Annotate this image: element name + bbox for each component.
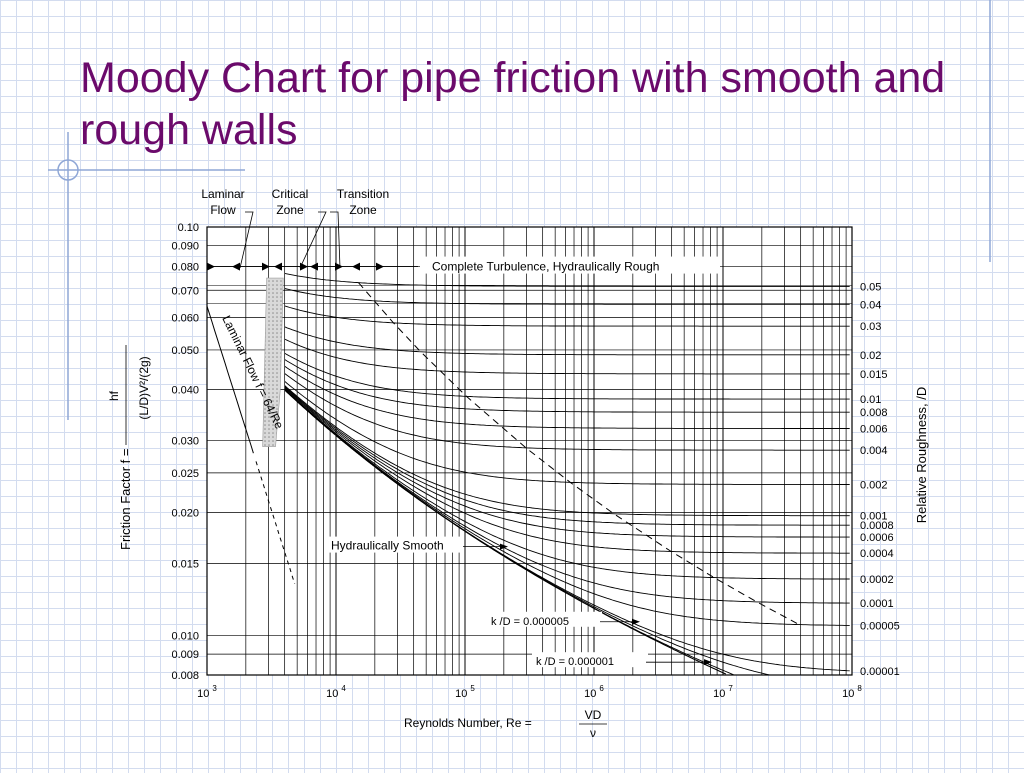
- rough-boundary-line: [358, 282, 800, 626]
- roughness-label: 0.0008: [860, 520, 894, 532]
- y-tick-label: 0.010: [171, 630, 199, 642]
- zone-label-transition: Transition: [337, 187, 389, 201]
- x-axis-title: Reynolds Number, Re =: [404, 716, 532, 730]
- roughness-label: 0.03: [860, 321, 881, 333]
- roughness-curve: [284, 389, 850, 604]
- roughness-label: 0.001: [860, 511, 888, 523]
- y-tick-label: 0.015: [171, 559, 199, 571]
- y-tick-label: 0.050: [171, 345, 199, 357]
- roughness-curve: [284, 388, 850, 580]
- roughness-label: 0.0001: [860, 598, 894, 610]
- y-tick-label: 0.10: [178, 222, 199, 234]
- roughness-label: 0.00005: [860, 620, 900, 632]
- y-axis-title: Friction Factor f =: [118, 449, 133, 551]
- rough-label-bg: [420, 256, 720, 274]
- x-tick-label: 10 3: [197, 684, 217, 700]
- roughness-label: 0.02: [860, 350, 881, 362]
- smooth-arrow-head: [500, 543, 508, 550]
- chart-labels: 0.10 0.090 0.080 0.070 0.060 0.050 0.040 0.030 0…: [107, 187, 929, 740]
- x-tick-label: 10 8: [842, 684, 862, 700]
- roughness-curve: [284, 386, 850, 526]
- roughness-curve: [284, 305, 850, 327]
- zone-bracket: [330, 211, 341, 269]
- y-tick-label: 0.080: [171, 262, 199, 274]
- slide-title: Moody Chart for pipe friction with smoot…: [80, 54, 946, 154]
- x-axis-fraction-num: VD: [585, 708, 602, 722]
- zone-bracket: [299, 211, 327, 269]
- roughness-label: 0.01: [860, 394, 881, 406]
- roughness-curve: [284, 365, 850, 429]
- y-axis-fraction-num: hf: [107, 390, 121, 401]
- y-tick-label: 0.020: [171, 507, 199, 519]
- roughness-curve: [284, 386, 850, 538]
- smooth-label-bg: [326, 536, 462, 553]
- critical-zone-band: [262, 277, 284, 447]
- extra-curve-label: k /D = 0.000005: [491, 616, 569, 628]
- kd1-label-bg: [486, 611, 602, 627]
- kd2-arrow-head: [704, 659, 712, 666]
- roughness-label: 0.008: [860, 407, 888, 419]
- roughness-curve: [284, 352, 850, 400]
- y-axis-fraction-den: (L/D)V²/(2g): [137, 356, 151, 419]
- right-axis-title: Relative Roughness, /D: [914, 387, 929, 524]
- roughness-label: 0.0002: [860, 574, 894, 586]
- zone-label-critical: Zone: [276, 203, 304, 217]
- roughness-label: 0.002: [860, 479, 888, 491]
- roughness-curve: [284, 387, 850, 554]
- zone-label-critical: Critical: [272, 187, 309, 201]
- y-tick-label: 0.025: [171, 468, 199, 480]
- y-tick-label: 0.040: [171, 385, 199, 397]
- roughness-curve: [284, 389, 850, 626]
- y-tick-label: 0.009: [171, 649, 199, 661]
- roughness-label: 0.05: [860, 281, 881, 293]
- y-tick-label: 0.008: [171, 670, 199, 682]
- roughness-curve: [284, 272, 850, 287]
- roughness-curve: [284, 326, 850, 356]
- zone-label-laminar: Flow: [210, 203, 236, 217]
- decoration-lines: [48, 0, 991, 420]
- roughness-curve: [284, 373, 850, 451]
- roughness-label: 0.0004: [860, 548, 894, 560]
- x-axis-fraction-den: ν: [590, 726, 596, 740]
- laminar-line-extension: [255, 461, 296, 585]
- zone-label-laminar: Laminar: [201, 187, 244, 201]
- roughness-label: 0.04: [860, 299, 881, 311]
- y-tick-label: 0.090: [171, 241, 199, 253]
- roughness-label: 0.006: [860, 423, 888, 435]
- laminar-line: [206, 306, 254, 454]
- x-tick-label: 10 5: [455, 684, 475, 700]
- roughness-label: 0.0006: [860, 532, 894, 544]
- zone-label-transition: Zone: [349, 203, 377, 217]
- roughness-label: 0.015: [860, 369, 888, 381]
- extra-curve-label: k /D = 0.000001: [536, 656, 614, 668]
- zone-bracket: [239, 211, 254, 269]
- roughness-label: 0.00001: [860, 666, 900, 678]
- roughness-curve: [284, 385, 850, 517]
- y-tick-label: 0.060: [171, 313, 199, 325]
- roughness-curves: [206, 272, 850, 676]
- x-tick-label: 10 6: [584, 684, 604, 700]
- x-tick-label: 10 7: [713, 684, 733, 700]
- zone-label-smooth: Hydraulically Smooth: [331, 539, 444, 553]
- x-tick-label: 10 4: [326, 684, 346, 700]
- roughness-curve: [284, 338, 850, 375]
- kd2-label-bg: [532, 652, 648, 668]
- roughness-curve: [284, 380, 850, 485]
- zone-label-rough: Complete Turbulence, Hydraulically Rough: [432, 260, 659, 274]
- smooth-pipe-curve: [284, 389, 727, 675]
- roughness-label: 0.004: [860, 445, 888, 457]
- kd1-arrow-head: [632, 618, 640, 625]
- y-tick-label: 0.070: [171, 285, 199, 297]
- decor-circle: [57, 159, 79, 181]
- y-tick-label: 0.030: [171, 436, 199, 448]
- roughness-curve: [284, 359, 850, 413]
- roughness-curve: [284, 288, 850, 305]
